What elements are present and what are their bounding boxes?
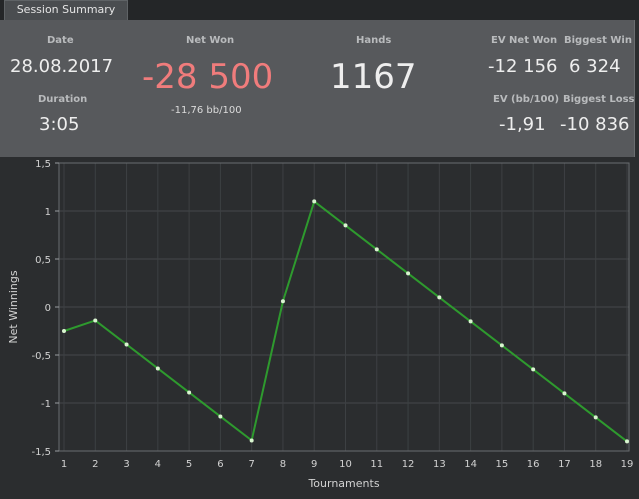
x-tick-label: 9	[311, 459, 317, 470]
x-tick-label: 2	[92, 459, 98, 470]
summary-panel: Date 28.08.2017 Duration 3:05 Net Won -2…	[0, 20, 635, 157]
y-tick-label: -0,5	[31, 351, 51, 362]
data-point	[312, 199, 317, 204]
ev-bb100-label: EV (bb/100)	[493, 94, 560, 105]
net-won-value: -28 500	[142, 57, 274, 97]
data-point	[93, 318, 98, 323]
ev-net-won-label: EV Net Won	[491, 35, 558, 46]
x-tick-label: 17	[558, 459, 571, 470]
data-point	[374, 247, 379, 252]
data-point	[406, 271, 411, 276]
x-tick-labels: 1 2 3 4 5 6 7 8 9 10 11 12 13 14 15 16 17 18 19	[61, 459, 634, 470]
x-tick-label: 5	[186, 459, 192, 470]
x-tick-label: 6	[217, 459, 223, 470]
y-tick-label: -1	[41, 399, 51, 410]
hands-value: 1167	[330, 57, 417, 97]
net-won-bb100: -11,76 bb/100	[171, 105, 242, 116]
y-tick-labels: 1,5 1 0,5 0 -0,5 -1 -1,5	[31, 159, 59, 458]
x-axis-label: Tournaments	[307, 477, 379, 490]
x-tick-label: 16	[527, 459, 540, 470]
data-point	[468, 319, 473, 324]
x-tick-label: 11	[370, 459, 383, 470]
y-tick-label: 0	[45, 303, 51, 314]
x-tick-label: 13	[433, 459, 446, 470]
x-tick-label: 10	[339, 459, 352, 470]
x-tick-label: 12	[402, 459, 415, 470]
data-point	[499, 343, 504, 348]
y-tick-label: 1	[45, 207, 51, 218]
ev-net-won-value: -12 156	[488, 56, 558, 77]
data-point	[124, 342, 129, 347]
data-point	[155, 366, 160, 371]
data-points	[62, 199, 629, 444]
biggest-loss-label: Biggest Loss	[563, 94, 635, 105]
x-tick-label: 8	[280, 459, 286, 470]
data-point	[218, 414, 223, 419]
biggest-loss-value: -10 836	[560, 114, 630, 135]
data-point	[343, 223, 348, 228]
x-tick-label: 15	[496, 459, 509, 470]
x-tick-label: 4	[155, 459, 161, 470]
duration-label: Duration	[38, 94, 88, 105]
data-point	[280, 299, 285, 304]
data-point	[249, 438, 254, 443]
biggest-win-label: Biggest Win	[564, 35, 632, 46]
ev-bb100-value: -1,91	[499, 114, 546, 135]
data-point	[62, 329, 66, 333]
tab-session-summary[interactable]: Session Summary	[4, 0, 128, 20]
x-tick-label: 1	[61, 459, 67, 470]
chart-grid	[59, 162, 629, 452]
x-tick-label: 7	[248, 459, 254, 470]
data-point	[625, 439, 629, 444]
y-tick-label: -1,5	[31, 447, 51, 458]
net-winnings-chart: 1,5 1 0,5 0 -0,5 -1 -1,5 1 2 3 4 5 6 7 8 9 10 11 12 13 14 15…	[0, 157, 639, 495]
data-point	[562, 391, 567, 396]
data-point	[593, 415, 598, 420]
x-tick-label: 3	[123, 459, 129, 470]
y-tick-label: 1,5	[35, 159, 51, 170]
x-tick-label: 14	[464, 459, 477, 470]
data-point	[187, 390, 192, 395]
y-axis-label: Net Winnings	[7, 270, 20, 343]
x-tick-label: 19	[621, 459, 634, 470]
y-tick-label: 0,5	[35, 255, 51, 266]
date-value: 28.08.2017	[10, 56, 114, 77]
date-label: Date	[47, 35, 74, 46]
data-point	[437, 295, 442, 300]
data-point	[531, 367, 536, 372]
biggest-win-value: 6 324	[569, 56, 621, 77]
tab-bar	[0, 0, 639, 20]
duration-value: 3:05	[39, 114, 80, 135]
hands-label: Hands	[356, 35, 392, 46]
net-won-label: Net Won	[186, 35, 235, 46]
chart-svg: 1,510,50-0,5-1-1,5 1 2 3 4 5 6 7 8 9 10 11 12 13 14 15…	[7, 159, 634, 490]
x-tick-label: 18	[589, 459, 602, 470]
